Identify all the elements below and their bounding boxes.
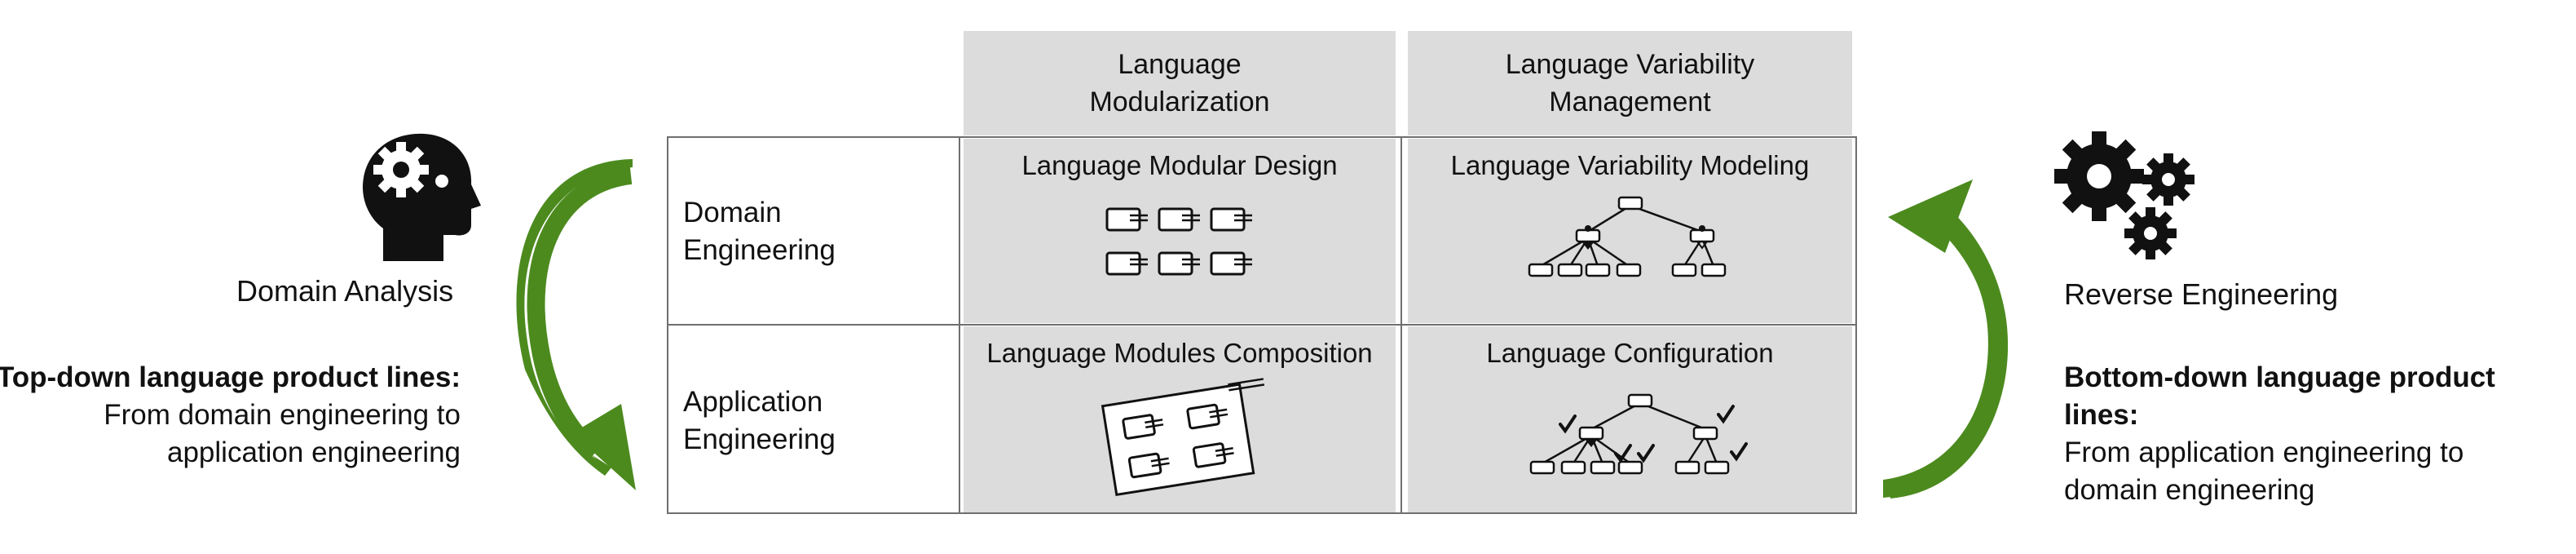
cell-title: Language Configuration	[1486, 338, 1774, 368]
grid-right-line	[1855, 136, 1857, 514]
cell-variability-modeling: Language Variability Modeling	[1408, 139, 1852, 323]
grid-bottom-line	[667, 512, 1855, 514]
feature-model-tree-icon	[1528, 196, 1727, 277]
row-label-line1: Domain	[683, 197, 782, 228]
bottom-up-description: Bottom-down language product lines: From…	[2064, 359, 2576, 509]
bottom-up-arrow-icon	[1883, 179, 2009, 499]
column-header-variability: Language Variability Management	[1408, 31, 1852, 135]
top-down-line1: From domain engineering to	[104, 399, 461, 431]
bottom-up-line2: domain engineering	[2064, 474, 2315, 506]
module-composition-icon	[1101, 378, 1265, 497]
column-header-line2: Management	[1549, 86, 1711, 117]
bottom-up-heading: Bottom-down language product lines:	[2064, 361, 2495, 431]
column-header-modularization: Language Modularization	[964, 31, 1396, 135]
top-down-arrow-icon	[516, 159, 636, 490]
cell-modular-design: Language Modular Design	[964, 139, 1396, 323]
column-header-line2: Modularization	[1089, 86, 1270, 117]
row-label-application-engineering: Application Engineering	[683, 383, 836, 459]
domain-analysis-title: Domain Analysis	[236, 274, 454, 308]
top-down-line2: application engineering	[167, 437, 461, 468]
grid-middle-line	[667, 324, 1855, 326]
grid-top-line	[667, 136, 1855, 138]
reverse-engineering-title: Reverse Engineering	[2064, 277, 2339, 311]
row-label-line2: Engineering	[683, 423, 836, 455]
gears-icon	[2054, 131, 2194, 259]
modular-design-components-icon	[1105, 207, 1252, 276]
configured-feature-tree-icon	[1529, 393, 1748, 475]
grid-divider-1	[959, 136, 960, 514]
cell-title: Language Modules Composition	[986, 338, 1373, 368]
cell-title: Language Variability Modeling	[1450, 150, 1810, 180]
cell-title: Language Modular Design	[1021, 150, 1338, 180]
column-header-line1: Language Variability	[1505, 49, 1755, 80]
column-header-line1: Language	[1118, 49, 1242, 80]
top-down-heading: Top-down language product lines:	[0, 361, 461, 393]
top-down-description: Top-down language product lines: From do…	[0, 359, 461, 472]
grid-left-line	[667, 136, 668, 514]
bottom-up-line1: From application engineering to	[2064, 437, 2464, 468]
cell-configuration: Language Configuration	[1408, 326, 1852, 512]
row-label-domain-engineering: Domain Engineering	[683, 194, 836, 269]
row-label-line2: Engineering	[683, 234, 836, 266]
head-with-gear-icon	[363, 133, 481, 261]
grid-divider-2	[1400, 136, 1402, 514]
row-label-line1: Application	[683, 386, 823, 418]
